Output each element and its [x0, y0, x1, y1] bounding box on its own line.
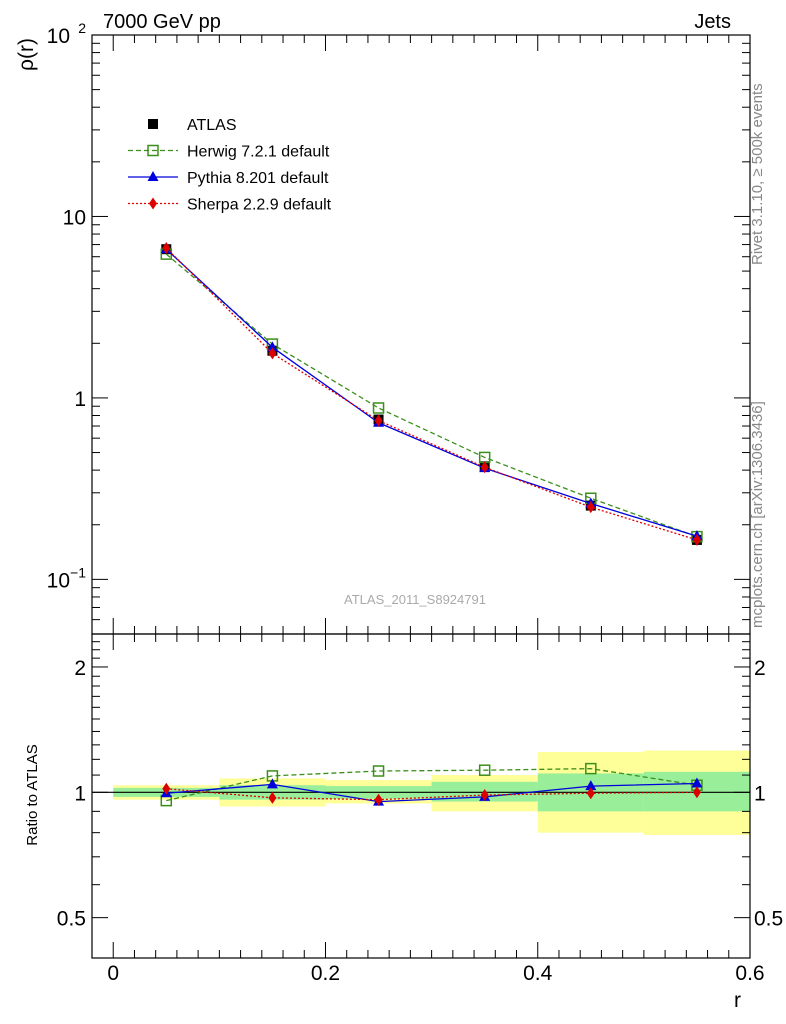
- ratio-y-tick-label-right: 0.5: [754, 908, 783, 931]
- main-y-axis-label: ρ(r): [15, 38, 38, 71]
- ratio-point-sherpa-2-2-9-default: [268, 791, 277, 804]
- ratio-series-line-herwig-7-2-1-default: [166, 767, 698, 802]
- ratio-series-line-sherpa-2-2-9-default: [166, 788, 697, 801]
- data-point-sherpa-2-2-9-default: [162, 242, 171, 255]
- ratio-y-tick-label-left: 2: [74, 657, 86, 680]
- ratio-point-herwig-7-2-1-default: [585, 762, 597, 775]
- analysis-label: ATLAS_2011_S8924791: [344, 592, 486, 607]
- data-point-sherpa-2-2-9-default: [692, 533, 701, 546]
- ratio-x-tick-label: 0: [107, 962, 119, 985]
- ratio-point-herwig-7-2-1-default: [478, 764, 491, 776]
- y-tick-label: 10: [63, 206, 86, 229]
- series-line-herwig-7-2-1-default: [165, 253, 698, 538]
- y-tick-label: 10: [47, 25, 70, 48]
- y-tick-label-exponent: 2: [78, 20, 86, 36]
- header-left-label: 7000 GeV pp: [103, 11, 221, 33]
- legend-label-herwig-7-2-1-default: Herwig 7.2.1 default: [187, 144, 330, 161]
- ratio-x-tick-label: 0.6: [735, 962, 764, 985]
- data-point-pythia-8-201-default: [266, 341, 278, 352]
- legend-marker-herwig-7-2-1-default: [147, 144, 159, 157]
- legend-label-atlas: ATLAS: [187, 117, 237, 134]
- y-tick-label: 1: [74, 388, 86, 411]
- y-tick-label-exponent: −1: [70, 564, 86, 580]
- ratio-y-tick-label-right: 1: [754, 782, 766, 805]
- ratio-series-line-pythia-8-201-default: [166, 782, 697, 803]
- data-point-sherpa-2-2-9-default: [586, 501, 595, 514]
- legend: ATLAS Herwig 7.2.1 default Pythia 8.201 de…: [128, 117, 332, 214]
- ratio-x-tick-label: 0.2: [311, 962, 340, 985]
- ratio-point-pythia-8-201-default: [585, 780, 597, 791]
- series-line-pythia-8-201-default: [165, 248, 698, 537]
- side-mcplots-label: mcplots.cern.ch [arXiv:1306.3436]: [749, 401, 766, 628]
- ratio-point-sherpa-2-2-9-default: [162, 782, 171, 795]
- ratio-y-tick-label-left: 1: [74, 782, 86, 805]
- y-tick-label: 10: [47, 569, 70, 592]
- ratio-point-sherpa-2-2-9-default: [692, 786, 701, 799]
- header-right-label: Jets: [694, 11, 731, 33]
- series-line-sherpa-2-2-9-default: [165, 247, 698, 541]
- data-point-herwig-7-2-1-default: [372, 402, 385, 414]
- ratio-point-sherpa-2-2-9-default: [480, 789, 489, 802]
- ratio-plot-panel: 0.5 0.5 1 1 2 2 0 0.2 0.4 0.6 r Ratio to ATLAS: [24, 633, 783, 1012]
- ratio-point-sherpa-2-2-9-default: [586, 787, 595, 800]
- data-point-sherpa-2-2-9-default: [268, 347, 277, 360]
- ratio-point-pythia-8-201-default: [691, 777, 703, 788]
- legend-label-sherpa-2-2-9-default: Sherpa 2.2.9 default: [187, 197, 332, 214]
- ratio-point-pythia-8-201-default: [266, 778, 278, 789]
- legend-marker-atlas: [148, 119, 158, 129]
- legend-marker-pythia-8-201-default: [147, 171, 159, 181]
- ratio-x-tick-label: 0.4: [523, 962, 553, 985]
- ratio-plot-frame: [91, 633, 751, 959]
- ratio-point-herwig-7-2-1-default: [372, 765, 385, 777]
- data-point-sherpa-2-2-9-default: [480, 461, 489, 474]
- side-rivet-label: Rivet 3.1.10, ≥ 500k events: [749, 83, 766, 265]
- ratio-y-axis-label: Ratio to ATLAS: [24, 744, 41, 845]
- data-point-sherpa-2-2-9-default: [374, 414, 383, 427]
- legend-marker-sherpa-2-2-9-default: [149, 197, 157, 210]
- legend-label-pythia-8-201-default: Pythia 8.201 default: [187, 170, 329, 187]
- x-axis-label: r: [734, 989, 741, 1012]
- ratio-y-tick-label-right: 2: [754, 657, 766, 680]
- ratio-point-sherpa-2-2-9-default: [374, 793, 383, 806]
- ratio-y-tick-label-left: 0.5: [57, 908, 86, 931]
